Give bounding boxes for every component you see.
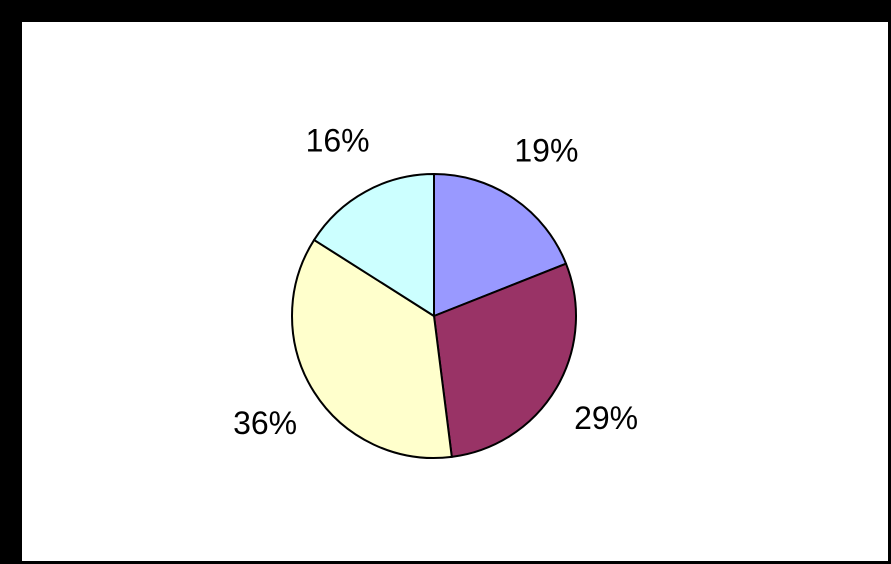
pie-slice-19-percent bbox=[433, 173, 568, 317]
slice-label-29-percent: 29% bbox=[574, 400, 638, 436]
slice-label-19-percent: 19% bbox=[514, 133, 578, 169]
slice-label-16-percent: 16% bbox=[306, 123, 370, 159]
pie-slice-16-percent bbox=[313, 173, 435, 317]
slice-label-36-percent: 36% bbox=[233, 405, 297, 441]
pie-slices bbox=[291, 173, 577, 459]
pie-slice-36-percent bbox=[291, 238, 453, 459]
pie-slice-29-percent bbox=[433, 262, 577, 458]
pie-labels: 19% 29% 36% 16% bbox=[233, 123, 638, 442]
